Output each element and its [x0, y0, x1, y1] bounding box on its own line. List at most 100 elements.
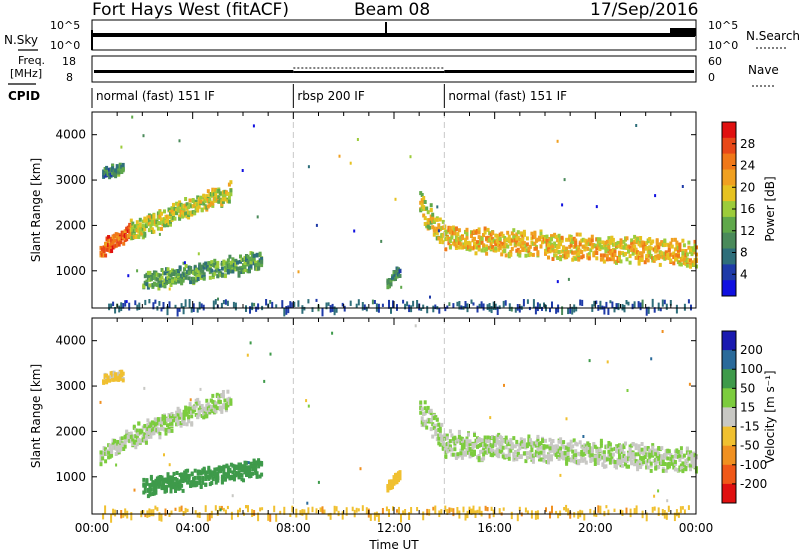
echo-cell — [657, 256, 661, 261]
freq-line — [444, 70, 694, 73]
echo-cell — [598, 247, 602, 252]
echo-cell — [171, 279, 174, 284]
ground-scatter-cell — [285, 306, 288, 315]
ground-scatter-cell — [543, 302, 545, 307]
echo-cell — [128, 435, 132, 440]
ground-scatter-cell — [305, 512, 308, 520]
scatter-point — [120, 145, 123, 149]
echo-cell — [557, 233, 561, 238]
ground-scatter-cell — [158, 301, 161, 306]
ground-scatter-cell — [484, 505, 487, 511]
echo-cell — [160, 268, 164, 272]
echo-cell — [596, 244, 600, 249]
echo-cell — [542, 458, 546, 463]
echo-cell — [477, 454, 481, 458]
ground-scatter-cell — [333, 505, 336, 515]
echo-cell — [204, 473, 208, 478]
echo-cell — [608, 257, 612, 262]
echo-cell — [525, 455, 529, 460]
echo-cell — [495, 233, 499, 238]
ground-scatter-cell — [291, 505, 294, 513]
echo-cell — [156, 417, 160, 422]
ground-scatter-cell — [661, 299, 664, 307]
scatter-point — [315, 223, 318, 227]
echo-cell — [642, 456, 646, 460]
cpid-segment-label: rbsp 200 IF — [297, 89, 364, 103]
echo-cell — [619, 444, 623, 449]
echo-cell — [174, 280, 177, 285]
echo-cell — [440, 422, 444, 427]
echo-cell — [611, 247, 615, 252]
colorbar-swatch — [722, 137, 736, 155]
ground-scatter-cell — [110, 303, 113, 308]
echo-cell — [226, 465, 230, 470]
ground-scatter-cell — [198, 512, 201, 519]
echo-cell — [545, 234, 549, 239]
ground-scatter-cell — [261, 507, 264, 511]
echo-cell — [222, 261, 226, 266]
echo-cell — [547, 453, 550, 458]
echo-cell — [143, 424, 147, 428]
scatter-point — [158, 232, 161, 236]
echo-cell — [602, 259, 606, 264]
echo-cell — [104, 447, 108, 452]
ground-scatter-cell — [220, 505, 223, 510]
echo-cell — [205, 470, 209, 475]
ground-scatter-cell — [675, 509, 678, 517]
echo-cell — [627, 452, 630, 457]
ground-scatter-cell — [355, 303, 358, 308]
echo-cell — [465, 442, 469, 447]
echo-cell — [234, 258, 238, 263]
echo-cell — [491, 448, 495, 453]
nsearch-label: N.Search — [746, 29, 800, 43]
scatter-point — [252, 124, 255, 128]
echo-cell — [260, 472, 264, 477]
echo-cell — [187, 416, 191, 421]
echo-cell — [601, 240, 605, 245]
time-axis: 00:00 04:00 08:00 12:00 16:00 20:00 00:00Time … — [75, 521, 714, 552]
scatter-point — [606, 360, 609, 364]
ground-scatter-cell — [681, 506, 684, 510]
echo-cell — [587, 256, 591, 261]
echo-cell — [554, 248, 558, 253]
echo-cell — [519, 231, 523, 236]
scatter-point — [653, 494, 656, 498]
echo-cell — [566, 442, 570, 447]
echo-cell — [197, 412, 201, 417]
echo-cell — [170, 412, 174, 416]
echo-cell — [593, 454, 597, 459]
ground-scatter-cell — [625, 300, 628, 305]
echo-cell — [398, 476, 402, 481]
echo-cell — [229, 398, 233, 403]
echo-cell — [648, 459, 652, 464]
echo-cell — [450, 235, 454, 240]
echo-cell — [663, 243, 667, 247]
ground-scatter-cell — [275, 304, 278, 308]
echo-cell — [202, 193, 206, 198]
echo-cell — [243, 268, 247, 272]
echo-cell — [559, 448, 563, 453]
ground-scatter-cell — [605, 301, 608, 308]
echo-cell — [102, 380, 106, 385]
echo-cell — [690, 455, 694, 460]
scatter-point — [131, 115, 134, 119]
ground-scatter-cell — [142, 510, 145, 514]
echo-cell — [547, 243, 550, 248]
echo-cell — [196, 269, 200, 274]
echo-cell — [510, 246, 514, 251]
echo-cell — [630, 455, 634, 460]
echo-cell — [566, 449, 570, 454]
ground-scatter-cell — [289, 513, 292, 518]
ground-scatter-cell — [464, 301, 467, 308]
echo-cell — [158, 283, 162, 288]
echo-cell — [171, 475, 174, 480]
colorbar-label: Power [dB] — [763, 176, 777, 241]
echo-cell — [498, 246, 502, 251]
echo-cell — [205, 414, 209, 419]
date-label: 17/Sep/2016 — [590, 0, 698, 20]
echo-cell — [220, 199, 224, 204]
echo-cell — [170, 421, 174, 426]
ground-scatter-cell — [625, 507, 628, 514]
scatter-point — [353, 229, 356, 233]
echo-cell — [171, 482, 174, 487]
